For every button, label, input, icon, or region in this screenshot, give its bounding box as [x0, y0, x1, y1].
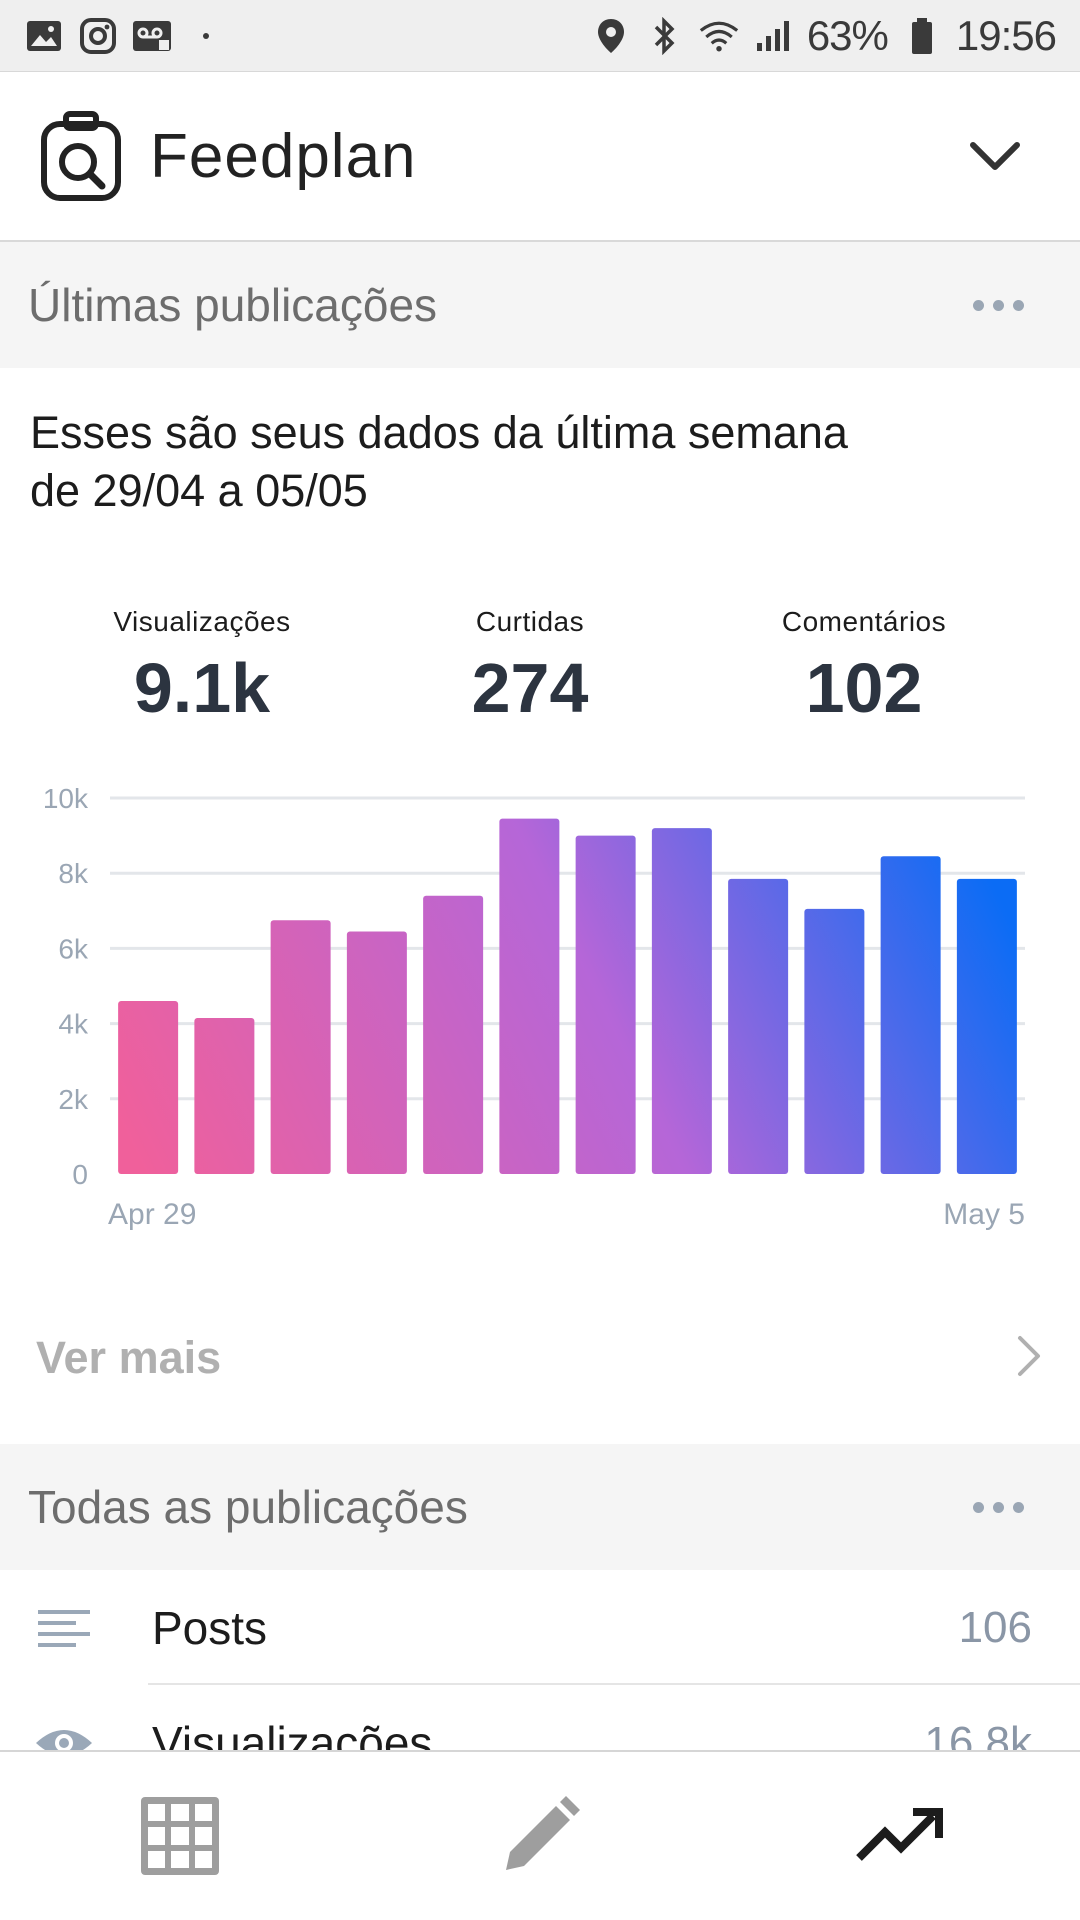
y-tick-label: 4k [58, 1009, 89, 1040]
y-tick-label: 10k [43, 783, 89, 814]
app-title: Feedplan [150, 121, 417, 191]
chart-bar[interactable] [728, 878, 789, 1174]
stat-value: 9.1k [133, 649, 271, 727]
battery-icon [902, 16, 942, 56]
stat-views: Visualizações 9.1k [62, 606, 342, 728]
dot-icon [186, 16, 226, 56]
stat-comments: Comentários 102 [724, 606, 1004, 728]
wifi-icon [699, 16, 739, 56]
pencil-icon[interactable] [485, 1781, 595, 1891]
eye-icon [34, 1713, 94, 1773]
summary-text: Esses são seus dados da última semana de… [30, 404, 1030, 520]
y-tick-label: 6k [58, 933, 89, 964]
see-more-label[interactable]: Ver mais [36, 1332, 222, 1383]
chart-bar[interactable] [651, 828, 712, 1174]
battery-percent: 63% [806, 11, 889, 59]
x-tick-label: Apr 29 [108, 1198, 196, 1231]
bluetooth-icon [645, 16, 685, 56]
status-left [24, 16, 226, 56]
feedplan-logo-icon [40, 110, 122, 202]
x-tick-label: May 5 [943, 1198, 1025, 1231]
stat-label: Comentários [781, 606, 947, 637]
trending-icon[interactable] [845, 1781, 955, 1891]
status-bar: 63% 19:56 [0, 0, 1080, 72]
latest-more-icon[interactable] [973, 290, 1024, 320]
summary-line-2: de 29/04 a 05/05 [30, 465, 368, 516]
grid-icon[interactable] [125, 1781, 235, 1891]
chart-bar[interactable] [118, 1001, 179, 1174]
gallery-icon [24, 16, 64, 56]
chart-bar[interactable] [423, 895, 484, 1174]
list-item-posts[interactable]: Posts 106 [0, 1570, 1080, 1685]
chart-bar[interactable] [804, 908, 865, 1174]
stat-value: 102 [805, 649, 923, 727]
voicemail-icon [132, 16, 172, 56]
summary-line-1: Esses são seus dados da última semana [30, 407, 848, 458]
all-more-icon[interactable] [973, 1492, 1024, 1522]
list-item-value: 106 [958, 1602, 1032, 1652]
bottom-nav [0, 1750, 1080, 1920]
y-tick-label: 0 [72, 1159, 88, 1190]
stat-likes: Curtidas 274 [390, 606, 670, 728]
chart-bar[interactable] [499, 818, 560, 1174]
stat-label: Curtidas [475, 606, 585, 637]
stat-label: Visualizações [113, 606, 291, 637]
chart-bar[interactable] [194, 1017, 255, 1174]
see-more-row[interactable]: Ver mais [0, 1308, 1080, 1408]
instagram-icon [78, 16, 118, 56]
location-icon [591, 16, 631, 56]
y-tick-label: 2k [58, 1084, 89, 1115]
chevron-down-icon[interactable] [960, 121, 1030, 191]
all-section-title: Todas as publicações [28, 1481, 468, 1533]
latest-card: Esses são seus dados da última semana de… [0, 368, 1080, 1413]
row-divider [148, 1683, 1080, 1685]
views-chart: 0 2k 4k 6k 8k 10k Apr 29 May 5 [0, 778, 1080, 1248]
posts-lines-icon [34, 1598, 94, 1658]
chevron-right-icon[interactable] [1014, 1334, 1044, 1383]
chart-bar[interactable] [270, 920, 331, 1174]
chart-bar[interactable] [575, 835, 636, 1174]
clock: 19:56 [955, 11, 1057, 59]
all-section-header: Todas as publicações [0, 1444, 1080, 1570]
list-item-label: Posts [152, 1601, 268, 1654]
stats-row: Visualizações 9.1k Curtidas 274 Comentár… [0, 606, 1080, 756]
signal-icon [753, 16, 793, 56]
latest-section-title: Últimas publicações [28, 279, 438, 331]
views-chart-svg: 0 2k 4k 6k 8k 10k Apr 29 May 5 [43, 783, 1025, 1231]
stat-value: 274 [471, 649, 589, 727]
chart-bar[interactable] [346, 931, 407, 1174]
app-header: Feedplan [0, 72, 1080, 242]
latest-section-header: Últimas publicações [0, 242, 1080, 368]
chart-bar[interactable] [956, 878, 1017, 1174]
chart-bar[interactable] [880, 856, 941, 1174]
status-right: 63% 19:56 [591, 11, 1057, 60]
y-tick-label: 8k [58, 858, 89, 889]
